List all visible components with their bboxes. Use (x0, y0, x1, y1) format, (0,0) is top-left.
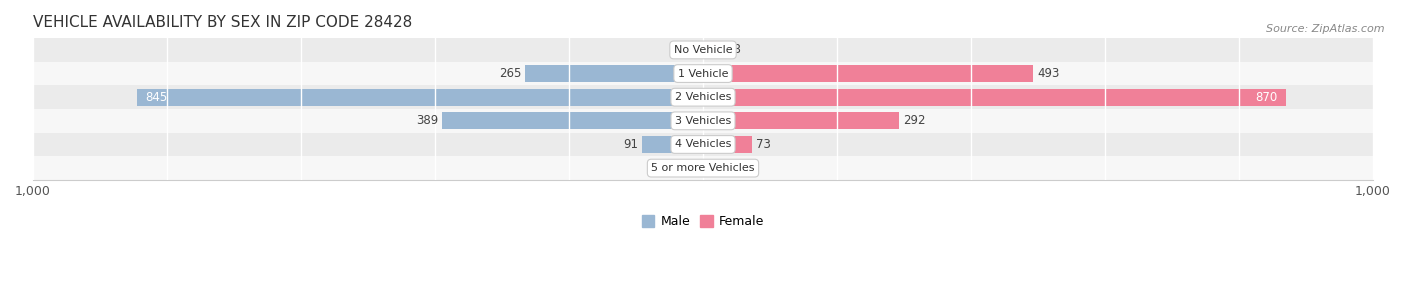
Text: 73: 73 (756, 138, 770, 151)
Text: VEHICLE AVAILABILITY BY SEX IN ZIP CODE 28428: VEHICLE AVAILABILITY BY SEX IN ZIP CODE … (32, 15, 412, 30)
Bar (643, 136, 703, 153)
Bar (32, 133, 1374, 156)
Bar (703, 136, 752, 153)
Text: 493: 493 (1038, 67, 1060, 80)
Bar (688, 41, 703, 58)
Text: 91: 91 (623, 138, 638, 151)
Legend: Male, Female: Male, Female (637, 210, 769, 233)
Bar (136, 89, 703, 106)
Text: 5 or more Vehicles: 5 or more Vehicles (651, 163, 755, 173)
Bar (526, 65, 703, 82)
Bar (32, 156, 1374, 180)
Bar (32, 109, 1374, 133)
Text: 292: 292 (903, 114, 925, 127)
Bar (32, 38, 1374, 62)
Text: 3 Vehicles: 3 Vehicles (675, 116, 731, 126)
Text: 389: 389 (416, 114, 439, 127)
Bar (703, 41, 721, 58)
Text: 870: 870 (1256, 91, 1278, 104)
Text: 1 Vehicle: 1 Vehicle (678, 69, 728, 79)
Text: 0: 0 (707, 162, 714, 175)
Text: Source: ZipAtlas.com: Source: ZipAtlas.com (1267, 24, 1385, 35)
Text: 0: 0 (692, 162, 699, 175)
Bar (703, 89, 1286, 106)
Text: 23: 23 (669, 43, 683, 56)
Bar (32, 85, 1374, 109)
Bar (703, 65, 1033, 82)
Bar (32, 62, 1374, 85)
Text: 845: 845 (145, 91, 167, 104)
Text: 2 Vehicles: 2 Vehicles (675, 92, 731, 102)
Text: 4 Vehicles: 4 Vehicles (675, 140, 731, 149)
Bar (443, 112, 703, 129)
Text: No Vehicle: No Vehicle (673, 45, 733, 55)
Text: 28: 28 (725, 43, 741, 56)
Text: 265: 265 (499, 67, 522, 80)
Bar (703, 112, 898, 129)
